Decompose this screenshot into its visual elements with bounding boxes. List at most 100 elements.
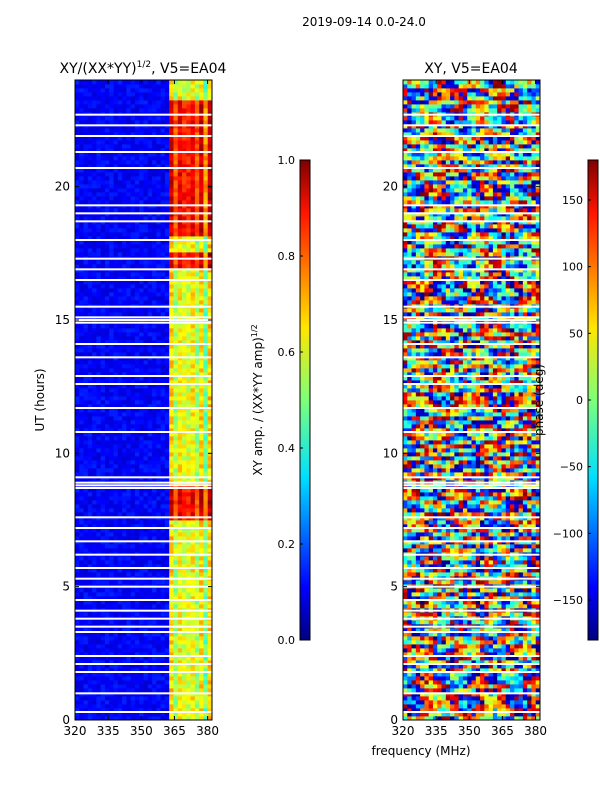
left-heatmap-cell <box>139 300 144 305</box>
left-heatmap-cell <box>173 664 179 669</box>
left-heatmap-cell <box>122 296 127 301</box>
left-heatmap-cell <box>92 336 97 341</box>
left-heatmap-cell <box>113 176 119 181</box>
left-heatmap-cell <box>194 700 200 705</box>
left-heatmap-cell <box>190 564 196 569</box>
left-heatmap-cell <box>173 416 179 421</box>
left-heatmap-cell <box>160 448 166 453</box>
left-heatmap-cell <box>156 648 162 653</box>
left-heatmap-cell <box>96 684 102 689</box>
left-heatmap-cell <box>199 148 204 153</box>
left-heatmap-cell <box>177 696 183 701</box>
left-heatmap-cell <box>139 312 144 317</box>
left-heatmap-cell <box>160 600 166 605</box>
left-heatmap-cell <box>79 380 84 385</box>
left-heatmap-cell <box>194 380 200 385</box>
left-heatmap-cell <box>160 100 166 105</box>
left-heatmap-cell <box>113 136 119 141</box>
left-heatmap-cell <box>92 236 97 241</box>
left-heatmap-cell <box>152 556 157 561</box>
left-heatmap-cell <box>182 156 187 161</box>
left-heatmap-cell <box>126 308 132 313</box>
left-heatmap-cell <box>79 656 84 661</box>
left-heatmap-cell <box>126 620 132 625</box>
left-heatmap-cell <box>169 140 174 145</box>
left-heatmap-cell <box>194 712 200 717</box>
left-heatmap-cell <box>207 200 212 205</box>
left-heatmap-cell <box>182 628 187 633</box>
left-heatmap-cell <box>143 328 149 333</box>
left-heatmap-cell <box>92 244 97 249</box>
left-heatmap-cell <box>143 216 149 221</box>
left-heatmap-cell <box>104 168 110 173</box>
left-heatmap-cell <box>190 588 196 593</box>
left-heatmap-cell <box>147 472 153 477</box>
left-heatmap-cell <box>186 504 191 509</box>
left-heatmap-cell <box>139 532 144 537</box>
left-heatmap-cell <box>177 660 183 665</box>
left-heatmap-cell <box>96 440 102 445</box>
left-heatmap-cell <box>83 232 89 237</box>
left-heatmap-cell <box>156 352 162 357</box>
left-heatmap-cell <box>164 424 170 429</box>
left-heatmap-cell <box>126 148 132 153</box>
left-heatmap-cell <box>207 416 212 421</box>
left-heatmap-cell <box>190 368 196 373</box>
left-heatmap-cell <box>143 656 149 661</box>
left-heatmap-cell <box>130 136 136 141</box>
left-heatmap-cell <box>207 536 212 541</box>
left-heatmap-cell <box>147 556 153 561</box>
left-heatmap-cell <box>182 348 187 353</box>
left-heatmap-cell <box>169 128 174 133</box>
left-heatmap-cell <box>147 660 153 665</box>
left-heatmap-cell <box>134 444 140 449</box>
left-heatmap-cell <box>87 156 93 161</box>
left-heatmap-cell <box>104 308 110 313</box>
left-heatmap-cell <box>194 388 200 393</box>
left-heatmap-cell <box>143 416 149 421</box>
left-heatmap-cell <box>122 240 127 245</box>
left-heatmap-cell <box>203 424 209 429</box>
left-heatmap-cell <box>139 688 144 693</box>
left-heatmap-cell <box>207 452 212 457</box>
left-heatmap-cell <box>104 264 110 269</box>
left-heatmap-cell <box>186 712 191 717</box>
left-heatmap-cell <box>134 364 140 369</box>
left-heatmap-cell <box>75 276 80 281</box>
left-heatmap-cell <box>130 236 136 241</box>
left-heatmap-cell <box>152 400 157 405</box>
left-heatmap-cell <box>194 600 200 605</box>
left-heatmap-cell <box>96 252 102 257</box>
left-heatmap-cell <box>164 328 170 333</box>
left-heatmap-cell <box>117 644 123 649</box>
left-heatmap-cell <box>173 568 179 573</box>
left-heatmap-cell <box>169 500 174 505</box>
left-heatmap-cell <box>182 176 187 181</box>
left-heatmap-cell <box>173 492 179 497</box>
left-heatmap-cell <box>75 120 80 125</box>
left-heatmap-cell <box>117 404 123 409</box>
left-heatmap-cell <box>207 636 212 641</box>
left-heatmap-cell <box>130 232 136 237</box>
left-heatmap-cell <box>100 184 106 189</box>
left-heatmap-cell <box>190 288 196 293</box>
left-heatmap-cell <box>117 500 123 505</box>
left-heatmap-cell <box>134 156 140 161</box>
left-heatmap-cell <box>169 232 174 237</box>
left-heatmap-cell <box>169 464 174 469</box>
left-heatmap-cell <box>75 712 80 717</box>
left-heatmap-cell <box>199 328 204 333</box>
left-heatmap-cell <box>186 560 191 565</box>
left-heatmap-cell <box>92 288 97 293</box>
left-heatmap-cell <box>134 288 140 293</box>
left-heatmap-cell <box>139 372 144 377</box>
left-heatmap-cell <box>104 108 110 113</box>
left-heatmap-cell <box>160 296 166 301</box>
left-heatmap-cell <box>126 452 132 457</box>
left-heatmap-cell <box>147 388 153 393</box>
left-heatmap-cell <box>152 224 157 229</box>
left-heatmap-cell <box>92 572 97 577</box>
left-heatmap-cell <box>169 548 174 553</box>
left-heatmap-cell <box>109 528 114 533</box>
left-heatmap-cell <box>130 448 136 453</box>
